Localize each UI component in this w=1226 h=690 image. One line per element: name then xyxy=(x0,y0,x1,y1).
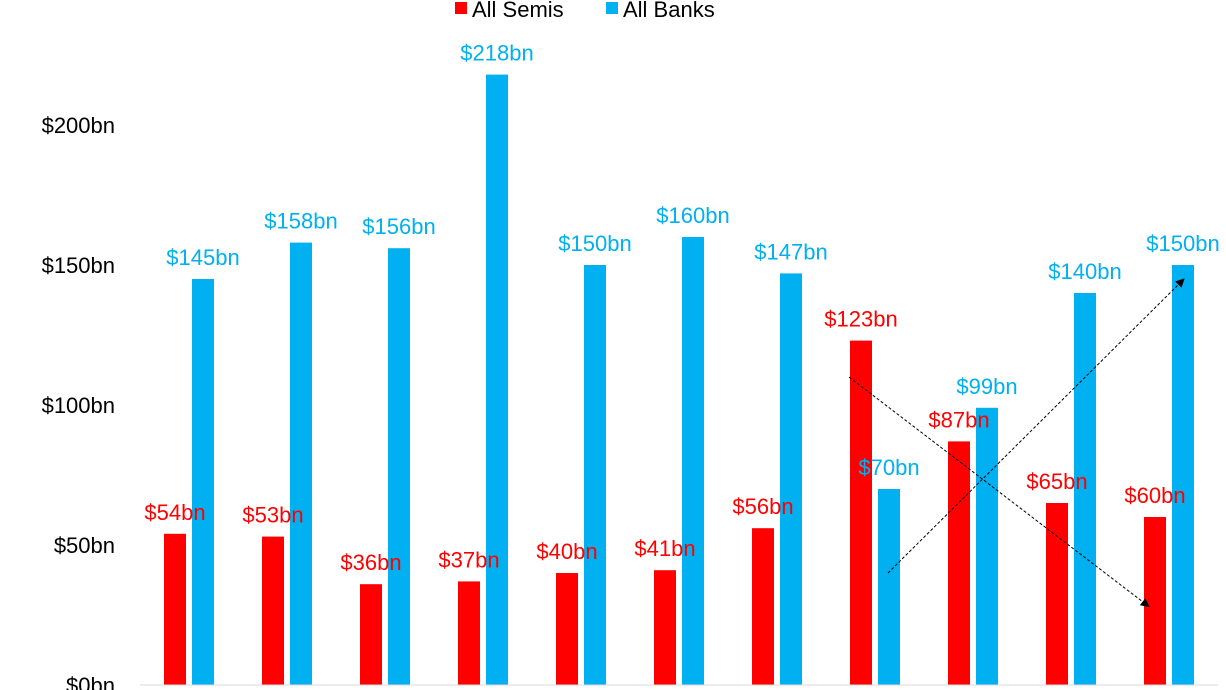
bar-all-semis xyxy=(1046,503,1068,685)
data-label-all-semis: $60bn xyxy=(1124,483,1185,508)
y-tick-label: $150bn xyxy=(42,253,115,278)
data-label-all-semis: $53bn xyxy=(242,503,303,528)
data-label-all-semis: $37bn xyxy=(438,547,499,572)
bar-all-semis xyxy=(654,570,676,685)
bar-all-semis xyxy=(948,441,970,685)
y-tick-label: $50bn xyxy=(54,533,115,558)
data-label-all-banks: $156bn xyxy=(362,214,435,239)
data-label-all-semis: $65bn xyxy=(1026,469,1087,494)
bar-all-semis xyxy=(556,573,578,685)
bar-all-semis xyxy=(360,584,382,685)
data-label-all-banks: $70bn xyxy=(858,455,919,480)
data-label-all-semis: $123bn xyxy=(824,307,897,332)
bar-all-semis xyxy=(458,581,480,685)
bar-all-banks xyxy=(486,74,508,686)
bar-all-semis xyxy=(850,340,872,685)
data-label-all-banks: $150bn xyxy=(558,231,631,256)
data-label-all-banks: $99bn xyxy=(956,374,1017,399)
bar-all-semis xyxy=(1144,517,1166,685)
data-label-all-banks: $160bn xyxy=(656,203,729,228)
y-tick-label: $100bn xyxy=(42,393,115,418)
legend-swatch-all-semis xyxy=(455,2,467,14)
bar-all-semis xyxy=(164,533,186,685)
data-label-all-banks: $145bn xyxy=(166,245,239,270)
data-label-all-semis: $87bn xyxy=(928,407,989,432)
data-label-all-semis: $40bn xyxy=(536,539,597,564)
legend: All Semis All Banks xyxy=(455,0,715,22)
bar-all-banks xyxy=(682,237,704,685)
y-tick-label: $0bn xyxy=(66,673,115,690)
legend-label-all-banks: All Banks xyxy=(623,0,715,22)
y-tick-label: $200bn xyxy=(42,113,115,138)
data-label-all-banks: $218bn xyxy=(460,41,533,66)
data-label-all-banks: $147bn xyxy=(754,239,827,264)
bars xyxy=(164,74,1194,686)
bar-all-banks xyxy=(780,273,802,685)
bar-all-banks xyxy=(1074,293,1096,685)
annotations xyxy=(848,278,1185,608)
bar-all-banks xyxy=(878,489,900,685)
trend-arrow xyxy=(887,278,1185,574)
bar-all-banks xyxy=(1172,265,1194,685)
data-label-all-semis: $54bn xyxy=(144,500,205,525)
data-labels: $54bn $145bn $53bn $158bn $36bn $156bn $37bn $2… xyxy=(144,41,1219,576)
y-axis: $0bn $50bn $100bn $150bn $200bn xyxy=(42,113,115,690)
data-label-all-banks: $158bn xyxy=(264,209,337,234)
bar-all-semis xyxy=(752,528,774,685)
bar-all-semis xyxy=(262,536,284,685)
legend-label-all-semis: All Semis xyxy=(472,0,564,22)
bar-all-banks xyxy=(584,265,606,685)
bar-all-banks xyxy=(388,248,410,685)
bar-all-banks xyxy=(290,242,312,685)
data-label-all-semis: $36bn xyxy=(340,550,401,575)
bar-all-banks xyxy=(976,407,998,685)
bar-all-banks xyxy=(192,279,214,685)
trend-arrow xyxy=(848,376,1150,608)
legend-swatch-all-banks xyxy=(606,2,618,14)
data-label-all-banks: $140bn xyxy=(1048,259,1121,284)
data-label-all-semis: $56bn xyxy=(732,494,793,519)
data-label-all-semis: $41bn xyxy=(634,536,695,561)
data-label-all-banks: $150bn xyxy=(1146,231,1219,256)
